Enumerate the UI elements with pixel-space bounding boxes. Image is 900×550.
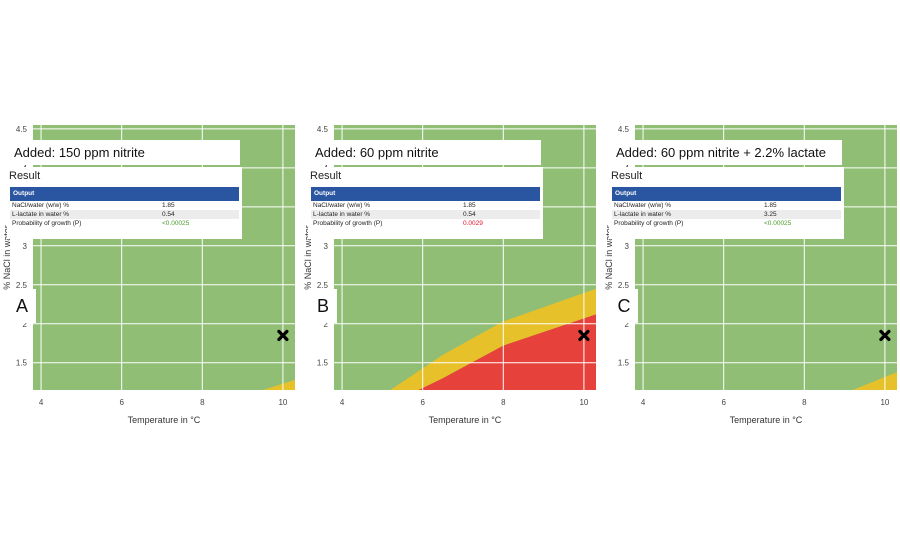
output-header: Output [311, 187, 540, 201]
probability-value: 0.0029 [463, 220, 483, 227]
result-box: Result Output NaCl/water (w/w) % 1.85 L-l… [7, 167, 242, 239]
y-tick-label: 1.5 [618, 359, 630, 368]
x-tick-label: 10 [880, 398, 889, 407]
y-tick-label: 2.5 [317, 281, 329, 290]
probability-value: <0.00025 [162, 220, 190, 227]
table-row: Probability of growth (P) <0.00025 [612, 219, 841, 228]
data-point-marker [578, 329, 590, 342]
x-tick-label: 6 [420, 398, 425, 407]
x-tick-label: 6 [721, 398, 726, 407]
y-tick-label: 4.5 [16, 125, 28, 134]
result-box: Result Output NaCl/water (w/w) % 1.85 L-l… [308, 167, 543, 239]
row-value: 0.54 [461, 210, 540, 219]
output-header: Output [10, 187, 239, 201]
panel-title: Added: 60 ppm nitrite [308, 140, 541, 165]
y-tick-label: 2 [324, 320, 329, 329]
row-value: 0.54 [160, 210, 239, 219]
y-tick-label: 4.5 [317, 125, 329, 134]
y-tick-label: 1.5 [317, 359, 329, 368]
row-value: 1.85 [162, 202, 175, 209]
y-tick-label: 4.5 [618, 125, 630, 134]
row-label: Probability of growth (P) [614, 220, 684, 227]
table-row: L-lactate in water % 0.54 [311, 210, 540, 219]
row-label: L-lactate in water % [311, 210, 461, 219]
x-axis-label: Temperature in °C [730, 415, 803, 425]
x-tick-label: 6 [119, 398, 124, 407]
row-label: L-lactate in water % [612, 210, 762, 219]
marker-stroke [578, 329, 590, 342]
marker-stroke [879, 329, 891, 342]
marker-stroke [277, 329, 289, 342]
y-tick-label: 2 [23, 320, 28, 329]
x-axis-label: Temperature in °C [128, 415, 201, 425]
result-heading: Result [611, 170, 643, 182]
panel-label: A [8, 289, 36, 323]
table-row: Probability of growth (P) 0.0029 [311, 219, 540, 228]
row-label: NaCl/water (w/w) % [614, 202, 672, 209]
output-header: Output [612, 187, 841, 201]
panel-title: Added: 60 ppm nitrite + 2.2% lactate [609, 140, 842, 165]
y-axis-label: % NaCl in water [604, 225, 614, 290]
row-value: 1.85 [764, 202, 777, 209]
yellow-zone [390, 288, 596, 390]
x-tick-label: 10 [278, 398, 287, 407]
panel-label: B [309, 289, 337, 323]
x-tick-label: 4 [641, 398, 646, 407]
y-tick-label: 3 [324, 242, 329, 251]
panel-title: Added: 150 ppm nitrite [7, 140, 240, 165]
row-value: 1.85 [463, 202, 476, 209]
result-heading: Result [310, 170, 342, 182]
table-row: Probability of growth (P) <0.00025 [10, 219, 239, 228]
x-tick-label: 8 [501, 398, 506, 407]
y-tick-label: 2.5 [618, 281, 630, 290]
result-box: Result Output NaCl/water (w/w) % 1.85 L-l… [609, 167, 844, 239]
table-row: NaCl/water (w/w) % 1.85 [311, 201, 540, 210]
result-table: NaCl/water (w/w) % 1.85 L-lactate in wate… [311, 201, 540, 228]
x-axis-label: Temperature in °C [429, 415, 502, 425]
result-heading: Result [9, 170, 41, 182]
y-axis-label: % NaCl in water [303, 225, 313, 290]
table-row: L-lactate in water % 0.54 [10, 210, 239, 219]
y-tick-label: 3 [625, 242, 630, 251]
data-point-marker [879, 329, 891, 342]
y-tick-label: 2 [625, 320, 630, 329]
row-label: NaCl/water (w/w) % [12, 202, 70, 209]
result-table: NaCl/water (w/w) % 1.85 L-lactate in wate… [612, 201, 841, 228]
y-tick-label: 1.5 [16, 359, 28, 368]
x-tick-label: 4 [340, 398, 345, 407]
row-label: Probability of growth (P) [313, 220, 383, 227]
table-row: NaCl/water (w/w) % 1.85 [10, 201, 239, 210]
panel-label: C [610, 289, 638, 323]
x-tick-label: 10 [579, 398, 588, 407]
y-axis-label: % NaCl in water [2, 225, 12, 290]
yellow-zone [852, 372, 897, 390]
row-value: 3.25 [762, 210, 841, 219]
y-tick-label: 3 [23, 242, 28, 251]
result-table: NaCl/water (w/w) % 1.85 L-lactate in wate… [10, 201, 239, 228]
y-tick-label: 2.5 [16, 281, 28, 290]
probability-value: <0.00025 [764, 220, 792, 227]
x-tick-label: 8 [802, 398, 807, 407]
red-zone [418, 314, 596, 390]
yellow-zone [262, 379, 295, 390]
table-row: NaCl/water (w/w) % 1.85 [612, 201, 841, 210]
data-point-marker [277, 329, 289, 342]
x-tick-label: 4 [39, 398, 44, 407]
table-row: L-lactate in water % 3.25 [612, 210, 841, 219]
row-label: NaCl/water (w/w) % [313, 202, 371, 209]
row-label: Probability of growth (P) [12, 220, 82, 227]
x-tick-label: 8 [200, 398, 205, 407]
row-label: L-lactate in water % [10, 210, 160, 219]
